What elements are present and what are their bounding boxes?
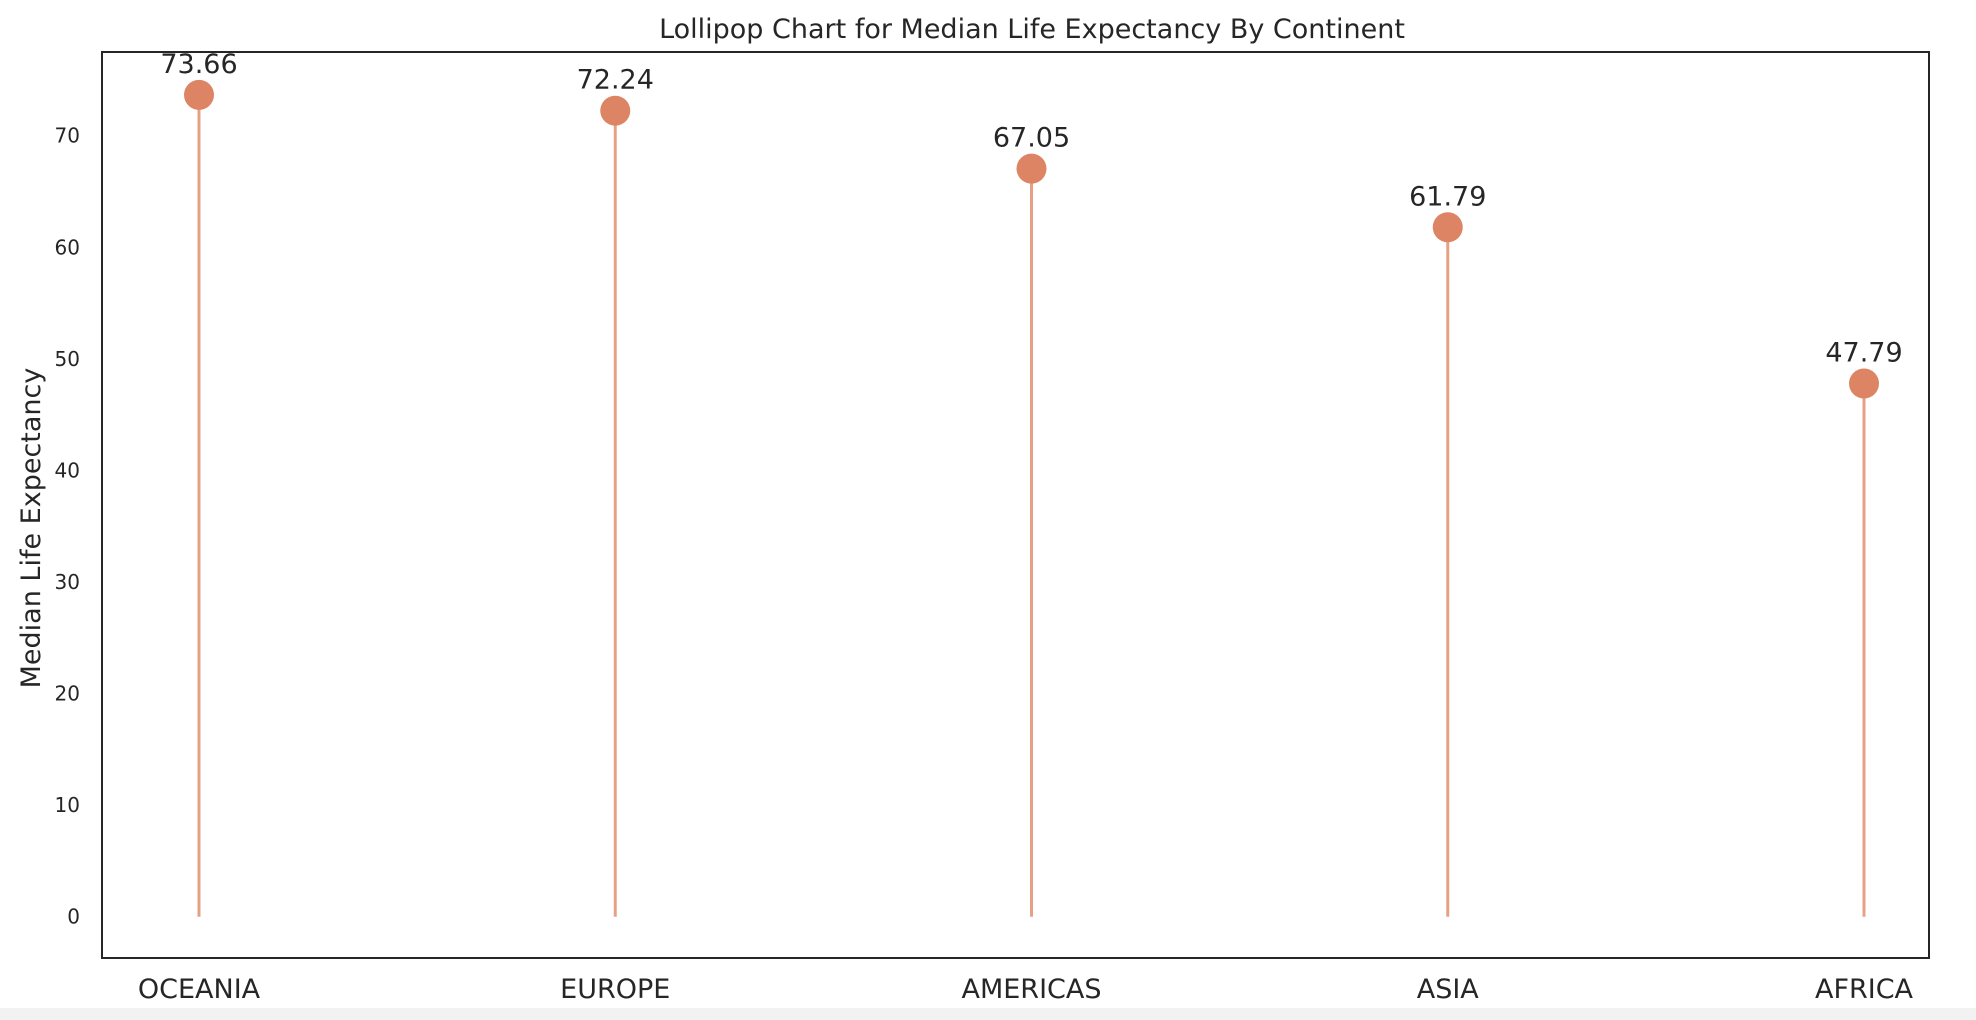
y-tick-label: 50: [55, 347, 80, 371]
lollipop-marker: [1849, 368, 1879, 399]
x-ticks: OCEANIA EUROPE AMERICAS ASIA AFRICA: [138, 974, 1914, 1005]
chart-title: Lollipop Chart for Median Life Expectanc…: [659, 14, 1405, 45]
lollipop-marker: [600, 95, 631, 126]
lollipop-marker: [184, 79, 214, 110]
y-tick-label: 40: [55, 458, 80, 482]
data-label: 72.24: [577, 65, 654, 96]
x-tick-label: ASIA: [1417, 974, 1480, 1005]
y-tick-label: 60: [55, 235, 80, 259]
x-tick-label: AMERICAS: [961, 974, 1101, 1005]
data-label: 61.79: [1409, 181, 1486, 212]
y-tick-label: 70: [55, 124, 80, 148]
axes-frame: [101, 51, 1930, 959]
y-tick-label: 20: [55, 682, 80, 706]
y-ticks: 0 10 20 30 40 50 60 70: [55, 124, 80, 929]
y-tick-label: 0: [67, 905, 80, 929]
lollipop-stems: [197, 94, 1866, 917]
data-label: 73.66: [160, 49, 237, 80]
x-tick-label: OCEANIA: [138, 974, 261, 1005]
bottom-strip: [0, 1008, 1976, 1020]
y-tick-label: 30: [55, 570, 80, 594]
y-axis-label: Median Life Expectancy: [16, 368, 47, 689]
data-label: 47.79: [1825, 337, 1902, 368]
x-tick-label: EUROPE: [560, 974, 670, 1005]
data-label: 67.05: [993, 123, 1070, 154]
lollipop-marker: [1016, 153, 1047, 184]
y-tick-label: 10: [55, 793, 80, 817]
data-labels: 73.66 72.24 67.05 61.79 47.79: [160, 49, 1902, 369]
x-tick-label: AFRICA: [1815, 974, 1914, 1005]
lollipop-marker: [1432, 212, 1463, 243]
lollipop-markers: [184, 79, 1879, 399]
